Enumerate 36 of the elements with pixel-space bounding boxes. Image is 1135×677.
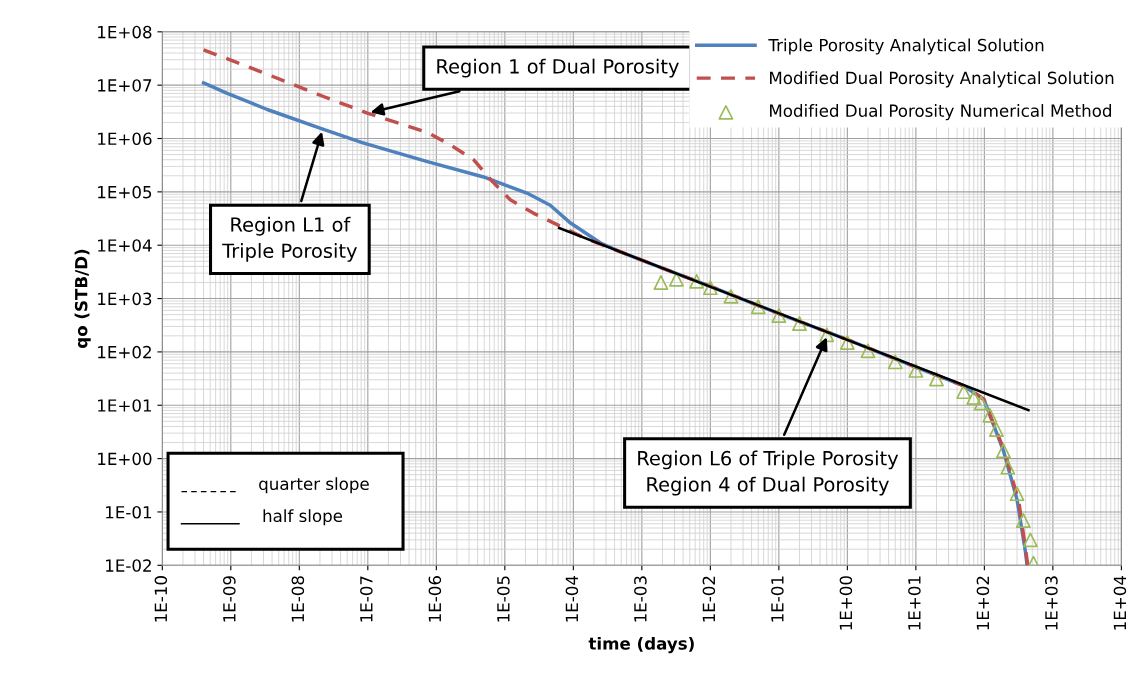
y-axis-title: qo (STB/D) bbox=[74, 249, 91, 349]
y-tick-label: 1E+06 bbox=[98, 132, 152, 146]
x-tick-label: 1E-07 bbox=[360, 576, 373, 622]
y-tick-label: 1E-02 bbox=[106, 559, 151, 572]
x-tick-label: 1E+00 bbox=[839, 576, 853, 630]
y-tick-label: 1E+02 bbox=[98, 345, 151, 359]
x-axis-title: time (days) bbox=[588, 636, 694, 654]
x-tick-label: 1E-01 bbox=[771, 576, 784, 622]
legend-label: Modified Dual Porosity Analytical Solution bbox=[770, 71, 1114, 88]
x-tick-label: 1E-05 bbox=[497, 576, 510, 622]
x-tick-label: 1E-03 bbox=[634, 576, 647, 622]
x-tick-label: 1E+04 bbox=[1113, 575, 1127, 630]
x-tick-label: 1E+03 bbox=[1045, 576, 1058, 630]
annotation: Region L1 of Triple Porosity bbox=[222, 216, 357, 262]
y-tick-label: 1E-01 bbox=[106, 505, 152, 519]
y-tick-label: 1E+08 bbox=[98, 25, 152, 39]
y-tick-label: 1E+04 bbox=[98, 239, 152, 252]
x-tick-label: 1E-02 bbox=[702, 576, 716, 622]
x-tick-label: 1E-04 bbox=[565, 575, 579, 622]
legend-label: Modified Dual Porosity Numerical Method bbox=[770, 104, 1111, 121]
y-tick-label: 1E+05 bbox=[98, 185, 152, 199]
x-tick-label: 1E-08 bbox=[291, 576, 305, 622]
x-tick-label: 1E-09 bbox=[223, 576, 236, 622]
x-tick-label: 1E+01 bbox=[908, 576, 921, 630]
x-tick-label: 1E+02 bbox=[976, 576, 990, 630]
y-tick-label: 1E+03 bbox=[98, 292, 152, 306]
x-tick-label: 1E-06 bbox=[428, 576, 442, 622]
y-tick-label: 1E+01 bbox=[98, 399, 152, 412]
y-tick-label: 1E+00 bbox=[98, 452, 152, 466]
x-tick-label: 1E-10 bbox=[154, 576, 168, 622]
y-tick-label: 1E+07 bbox=[98, 79, 152, 92]
annotation: Region 1 of Dual Porosity bbox=[437, 58, 679, 78]
annotation: quarter slope bbox=[259, 477, 369, 494]
annotation: half slope bbox=[263, 509, 343, 526]
legend-label: Triple Porosity Analytical Solution bbox=[768, 38, 1044, 55]
annotation: Region L6 of Triple Porosity Region 4 of Dual Porosity bbox=[638, 450, 899, 496]
